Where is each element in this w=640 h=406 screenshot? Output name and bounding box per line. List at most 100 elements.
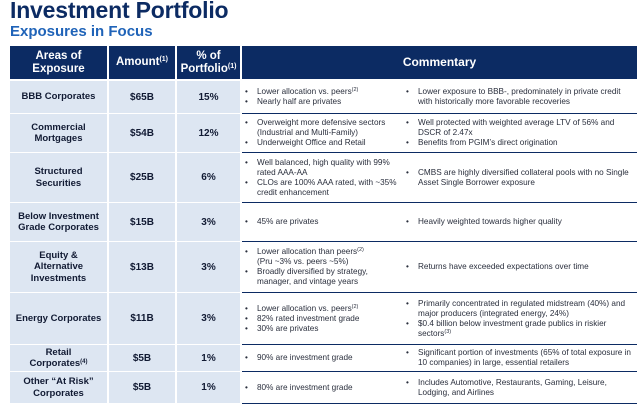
- amount-cell: $54B: [109, 114, 175, 152]
- bullet-marker: •: [406, 217, 409, 226]
- row-divider: [242, 152, 637, 153]
- percent-cell: 12%: [177, 114, 240, 152]
- amount-cell: $13B: [109, 242, 175, 292]
- bullet-marker: •: [406, 298, 409, 308]
- row-divider: [242, 241, 637, 242]
- commentary-bullet: • Primarily concentrated in regulated mid…: [406, 299, 632, 319]
- header-commentary: Commentary: [242, 46, 637, 79]
- commentary-bullet: • Significant portion of investments (65%…: [406, 348, 632, 368]
- commentary-right-list: • Includes Automotive, Restaurants, Gamin…: [406, 372, 632, 403]
- bullet-text: Nearly half are privates: [257, 97, 342, 106]
- bullet-marker: •: [406, 118, 409, 127]
- commentary-bullet: • CMBS are highly diversified collateral …: [406, 168, 632, 188]
- table-row: Below Investment Grade Corporates $15B 3% •…: [0, 203, 640, 241]
- percent-cell: 6%: [177, 153, 240, 202]
- commentary-right-list: • CMBS are highly diversified collateral …: [406, 153, 632, 202]
- bullet-text: (Pru ~3% vs. peers ~5%): [257, 257, 349, 266]
- commentary-bullet: • Well balanced, high quality with 99% ra…: [245, 158, 403, 178]
- header-percent-footnote: (1): [227, 62, 237, 70]
- page-title: Investment Portfolio: [10, 0, 229, 23]
- exposure-area-cell: Structured Securities: [10, 153, 107, 202]
- bullet-marker: [245, 257, 257, 267]
- exposure-area-cell: Commercial Mortgages: [10, 114, 107, 152]
- commentary-cell: [242, 81, 637, 113]
- exposure-area-cell: Below Investment Grade Corporates: [10, 203, 107, 241]
- amount-cell: $25B: [109, 153, 175, 202]
- header-areas-label: Areas of Exposure: [32, 49, 85, 75]
- bullet-text: 45% are privates: [257, 217, 319, 226]
- header-percent-label: % of Portfolio(1): [180, 49, 237, 75]
- exposure-area-label: Structured Securities: [34, 166, 83, 189]
- commentary-left-list: • 80% are investment grade: [245, 372, 403, 403]
- percent-cell: 15%: [177, 81, 240, 113]
- exposure-area-label: Other “At Risk” Corporates: [23, 376, 94, 399]
- row-divider: [242, 113, 637, 114]
- percent-cell: 1%: [177, 372, 240, 403]
- commentary-right-list: • Significant portion of investments (65%…: [406, 345, 632, 371]
- amount-cell: $5B: [109, 372, 175, 403]
- commentary-bullet: • 82% rated investment grade: [245, 314, 403, 324]
- exposure-area-label: Energy Corporates: [15, 312, 102, 324]
- row-divider: [242, 403, 637, 404]
- table-row: Commercial Mortgages $54B 12% • Overweight m…: [0, 114, 640, 152]
- row-divider: [242, 292, 637, 293]
- bullet-text: Includes Automotive, Restaurants, Gaming…: [418, 377, 607, 397]
- commentary-left-list: • Overweight more defensive sectors (Indu…: [245, 114, 403, 152]
- bullet-marker: •: [245, 138, 248, 147]
- bullet-text: Primarily concentrated in regulated mids…: [418, 298, 626, 318]
- table-row: Retail Corporates(4) $5B 1% • 90% are invest…: [0, 345, 640, 371]
- header-amount-footnote: (1): [159, 56, 168, 63]
- bullet-text: Heavily weighted towards higher quality: [418, 217, 562, 226]
- commentary-bullet: • Lower allocation vs. peers(2): [245, 304, 403, 314]
- commentary-bullet: • Overweight more defensive sectors (Indu…: [245, 118, 403, 138]
- commentary-cell: [242, 293, 637, 344]
- commentary-right-list: • Lower exposure to BBB-, predominately i…: [406, 81, 632, 113]
- footnote-marker: (2): [351, 87, 359, 93]
- commentary-left-list: • Lower allocation vs. peers(2) • 82% rated…: [245, 293, 403, 344]
- commentary-left-list: • 90% are investment grade: [245, 345, 403, 371]
- bullet-marker: •: [406, 138, 409, 147]
- bullet-marker: •: [245, 118, 248, 127]
- percent-cell: 1%: [177, 345, 240, 371]
- exposure-area-label: Equity & Alternative Investments: [30, 249, 87, 284]
- row-divider: [242, 371, 637, 372]
- bullet-text: Lower allocation than peers(2): [257, 247, 364, 256]
- bullet-marker: •: [406, 348, 409, 357]
- commentary-left-list: • 45% are privates: [245, 203, 403, 241]
- commentary-bullet: • Well protected with weighted average LT…: [406, 118, 632, 138]
- commentary-left-list: • Lower allocation than peers(2) (Pru ~3% …: [245, 242, 403, 292]
- bullet-text: Benefits from PGIM’s direct origination: [418, 138, 558, 147]
- bullet-text: Well protected with weighted average LTV…: [418, 118, 615, 137]
- exposure-area-label: BBB Corporates: [21, 91, 96, 103]
- percent-cell: 3%: [177, 203, 240, 241]
- commentary-cell: [242, 372, 637, 403]
- commentary-bullet: • Heavily weighted towards higher quality: [406, 217, 632, 227]
- bullet-marker: •: [245, 217, 248, 226]
- exposure-area-cell: Equity & Alternative Investments: [10, 242, 107, 292]
- exposure-area-cell: Retail Corporates(4): [10, 345, 107, 371]
- header-amount: Amount(1): [109, 46, 175, 79]
- header-amount-label: Amount(1): [116, 56, 168, 68]
- commentary-cell: [242, 114, 637, 152]
- page-subtitle: Exposures in Focus: [10, 23, 153, 40]
- commentary-bullet: • Underweight Office and Retail: [245, 138, 403, 148]
- commentary-bullet: • CLOs are 100% AAA rated, with ~35% cred…: [245, 178, 403, 198]
- exposure-area-label: Commercial Mortgages: [31, 121, 86, 145]
- commentary-right-list: • Heavily weighted towards higher quality: [406, 203, 632, 241]
- amount-cell: $11B: [109, 293, 175, 344]
- bullet-marker: •: [406, 167, 409, 177]
- footnote-marker: (4): [80, 359, 88, 365]
- header-percent-of-portfolio: % of Portfolio(1): [177, 46, 240, 79]
- bullet-text: Underweight Office and Retail: [257, 138, 366, 147]
- exposure-area-cell: BBB Corporates: [10, 81, 107, 113]
- table-row: Structured Securities $25B 6% • Well balance…: [0, 153, 640, 202]
- percent-cell: 3%: [177, 242, 240, 292]
- bullet-text: Lower allocation vs. peers(2): [257, 87, 359, 96]
- bullet-marker: •: [245, 177, 248, 187]
- bullet-text: Lower exposure to BBB-, predominately in…: [418, 87, 621, 106]
- bullet-text: Broadly diversified by strategy, manager…: [257, 267, 368, 286]
- table-row: Equity & Alternative Investments $13B 3% • L…: [0, 242, 640, 292]
- commentary-bullet: • Broadly diversified by strategy, manage…: [245, 267, 403, 287]
- bullet-text: Lower allocation vs. peers(2): [257, 303, 359, 313]
- bullet-marker: •: [245, 247, 248, 256]
